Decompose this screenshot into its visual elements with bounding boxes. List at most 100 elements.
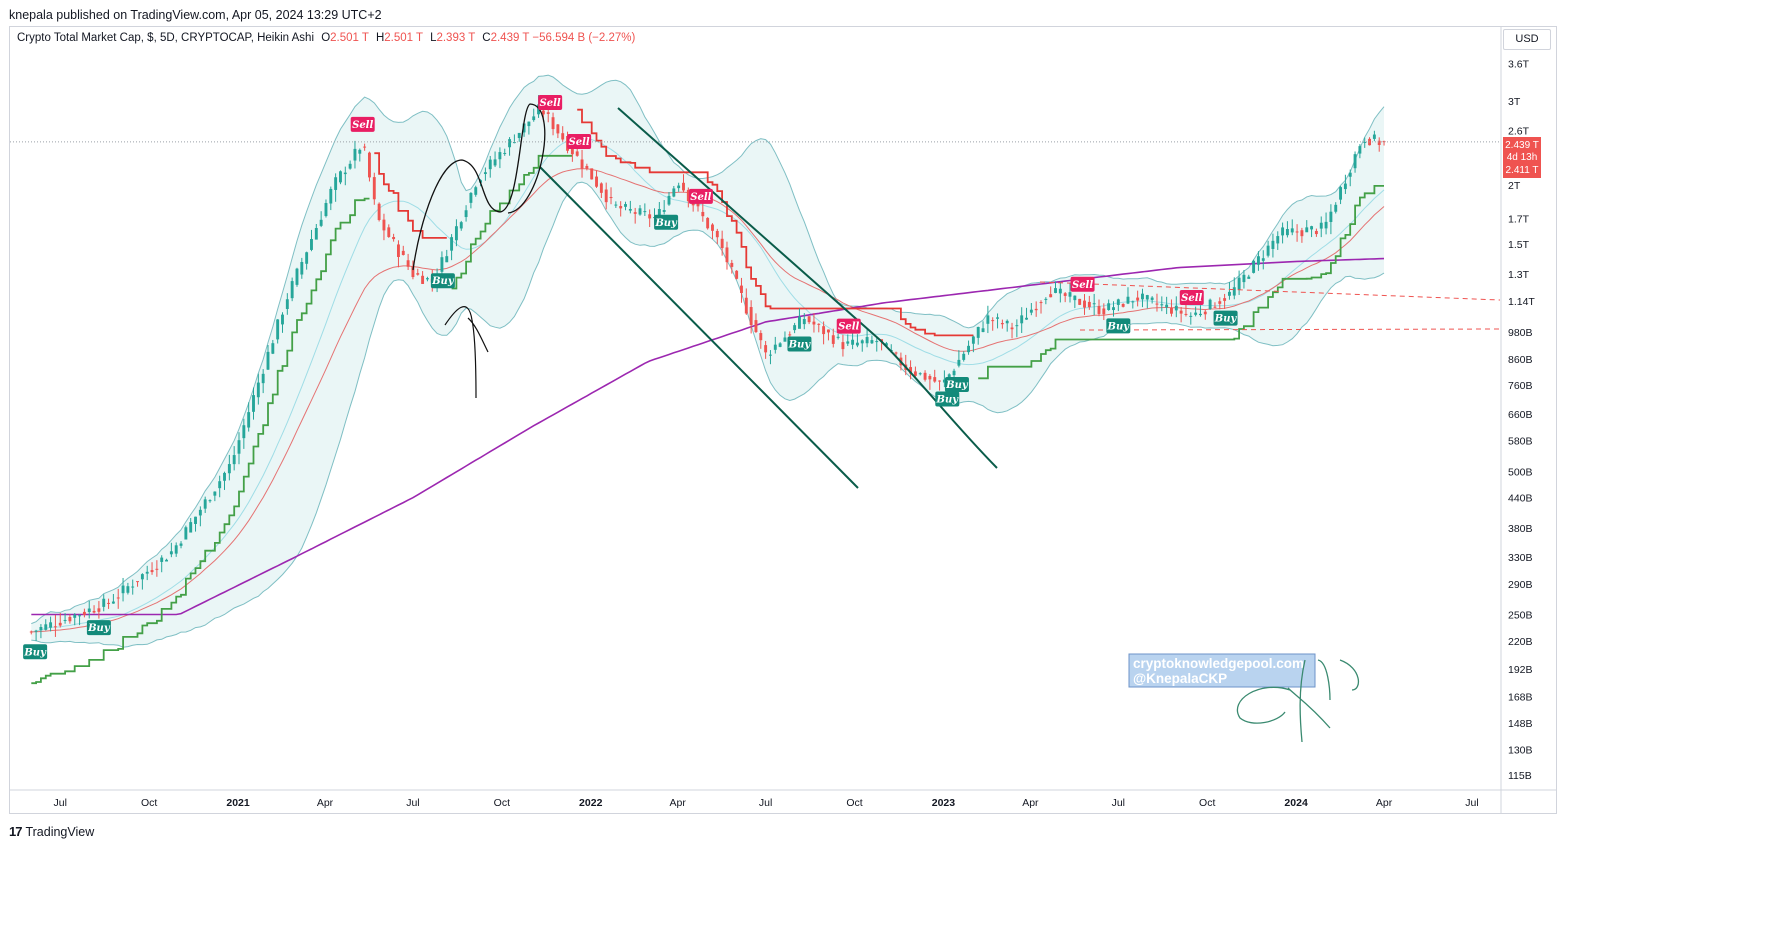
sell-signal-marker — [538, 95, 563, 111]
sell-signal-marker — [350, 116, 375, 132]
price-tick-label: 1.3T — [1508, 269, 1530, 281]
candle-body — [546, 112, 550, 114]
hand-drawn-curve-1 — [412, 103, 546, 271]
candle-body — [1252, 260, 1256, 273]
candle-body — [928, 375, 932, 380]
candle-body — [295, 268, 299, 285]
candle-body — [783, 337, 787, 342]
candle-body — [483, 172, 487, 175]
candle-body — [324, 203, 328, 217]
candle-body — [1184, 313, 1188, 315]
candle-body — [817, 323, 821, 325]
candle-body — [1261, 258, 1265, 261]
candle-body — [913, 371, 917, 376]
candle-body — [836, 336, 840, 338]
candle-body — [382, 219, 386, 231]
buy-signal-label: Buy — [936, 394, 960, 405]
candle-body — [986, 315, 990, 324]
time-tick-label: Oct — [1199, 797, 1215, 809]
candle-body — [1083, 300, 1086, 308]
time-tick-label: Oct — [494, 797, 510, 809]
candle-body — [1199, 313, 1202, 316]
candle-body — [1339, 187, 1343, 200]
candle-body — [561, 133, 565, 140]
candle-body — [1092, 303, 1096, 305]
candle-body — [242, 425, 246, 439]
candle-body — [310, 239, 313, 250]
candle-body — [971, 336, 975, 344]
price-tick-label: 760B — [1508, 380, 1533, 392]
candle-body — [194, 516, 197, 524]
change-value: −56.594 B (−2.27%) — [532, 32, 636, 44]
candle-body — [377, 203, 381, 221]
candle-body — [1218, 301, 1222, 304]
candle-body — [822, 326, 826, 335]
candle-body — [1305, 227, 1309, 233]
symbol-legend: Crypto Total Market Cap, $, 5D, CRYPTOCA… — [17, 32, 635, 44]
current-price-tag: 2.439 T 4d 13h 2.411 T — [1503, 137, 1541, 178]
candle-body — [1343, 183, 1347, 190]
candle-body — [372, 177, 376, 200]
candle-body — [1025, 317, 1028, 320]
candle-body — [165, 559, 168, 562]
hand-drawn-curve-2 — [444, 306, 489, 399]
candle-body — [1348, 172, 1352, 177]
candle-body — [599, 183, 603, 193]
trendline-lower — [539, 166, 859, 489]
buy-signal-label: Buy — [945, 380, 969, 391]
price-tick-label: 660B — [1508, 409, 1533, 421]
candle-body — [363, 146, 367, 148]
prev-close-label: 2.411 T — [1506, 165, 1539, 176]
candle-body — [512, 142, 516, 144]
time-tick-label: Jul — [759, 797, 772, 809]
price-tick-label: 330B — [1508, 552, 1533, 564]
buy-signal-marker — [944, 376, 969, 392]
candle-body — [256, 382, 260, 398]
time-tick-label: 2022 — [579, 797, 603, 809]
candle-body — [706, 217, 710, 229]
candle-body — [1203, 311, 1207, 315]
buy-signal-label: Buy — [1214, 314, 1238, 325]
tradingview-footer[interactable]: 17 TradingView — [9, 824, 94, 839]
candle-body — [82, 611, 86, 615]
price-tick-label: 3T — [1508, 96, 1521, 108]
candle-body — [261, 373, 265, 384]
chart-frame[interactable] — [9, 26, 1557, 814]
candle-body — [628, 208, 632, 211]
buy-signal-marker — [935, 391, 960, 407]
candle-body — [1136, 297, 1140, 301]
candle-body — [49, 622, 53, 628]
candle-body — [179, 543, 183, 546]
candle-body — [860, 340, 864, 344]
time-tick-label: Oct — [141, 797, 157, 809]
candle-body — [464, 210, 468, 218]
candle-body — [952, 370, 956, 376]
candle-body — [1005, 320, 1009, 324]
candle-body — [1213, 306, 1217, 308]
candle-body — [44, 624, 48, 630]
candle-body — [711, 224, 714, 231]
signals: Buy Buy Sell Buy Sell Sell Buy Sell Buy Sell Buy Bu… — [23, 95, 1238, 660]
price-tick-label: 130B — [1508, 745, 1533, 757]
open-value: 2.501 T — [330, 32, 369, 44]
price-tick-label: 1.14T — [1508, 296, 1535, 308]
candle-body — [474, 187, 478, 195]
candle-body — [812, 321, 816, 325]
candle-body — [73, 614, 77, 618]
time-tick-label: 2024 — [1284, 797, 1308, 809]
buy-signal-marker — [1106, 318, 1131, 334]
candle-body — [247, 412, 251, 428]
candle-body — [551, 117, 555, 130]
candle-body — [797, 316, 801, 329]
candle-body — [575, 151, 579, 156]
candle-body — [522, 123, 526, 133]
price-tick-label: 220B — [1508, 636, 1533, 648]
currency-selector[interactable]: USD — [1503, 29, 1551, 50]
candle-body — [1165, 304, 1169, 308]
candle-body — [78, 615, 82, 617]
buy-signal-label: Buy — [1107, 321, 1131, 332]
candle-body — [1242, 274, 1246, 283]
candle-body — [1314, 230, 1318, 235]
candle-body — [604, 189, 608, 203]
